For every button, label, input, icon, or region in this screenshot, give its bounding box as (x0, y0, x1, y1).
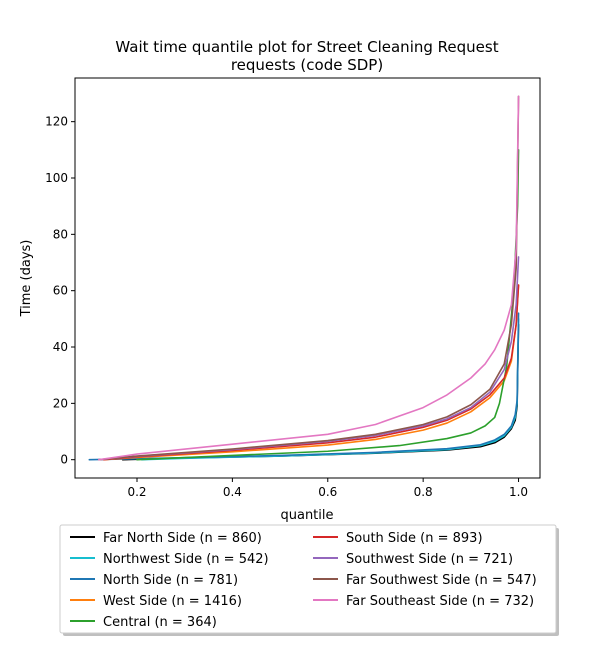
legend-label-6: South Side (n = 893) (346, 531, 483, 546)
chart-title-line-2: requests (code SDP) (231, 56, 383, 74)
y-tick-label: 80 (53, 227, 68, 241)
x-axis-label: quantile (280, 508, 333, 523)
series-line-4 (102, 284, 520, 461)
chart-title: Wait time quantile plot for Street Clean… (115, 38, 498, 74)
plot-area-frame (74, 77, 541, 479)
series-line-6 (102, 284, 520, 461)
legend: Far North Side (n = 860) Northwest Side (… (59, 524, 559, 636)
series-layer (88, 95, 520, 461)
chart-title-line-1: Wait time quantile plot for Street Clean… (115, 38, 498, 56)
legend-items: Far North Side (n = 860) Northwest Side (… (70, 531, 537, 630)
series-line-8 (98, 95, 520, 461)
x-tick-label: 0.8 (414, 485, 433, 499)
y-axis-label: Time (days) (19, 240, 34, 318)
x-tick-label: 0.6 (318, 485, 337, 499)
y-tick-label: 40 (53, 340, 68, 354)
y-tick-label: 20 (53, 396, 68, 410)
legend-label-1: Far North Side (n = 860) (103, 531, 262, 546)
legend-label-8: Far Southwest Side (n = 547) (346, 573, 537, 588)
y-tick-label: 120 (45, 115, 68, 129)
legend-label-7: Southwest Side (n = 721) (346, 552, 513, 567)
y-tick-label: 0 (60, 453, 68, 467)
x-tick-label: 0.4 (223, 485, 242, 499)
legend-box (59, 524, 557, 634)
y-tick-label: 100 (45, 171, 68, 185)
series-line-3 (88, 312, 520, 461)
legend-label-2: Northwest Side (n = 542) (103, 552, 269, 567)
x-tick-label: 0.2 (127, 485, 146, 499)
y-tick-label: 60 (53, 284, 68, 298)
x-axis-ticks: 0.2 0.4 0.6 0.8 1.0 (127, 478, 528, 499)
y-axis-ticks: 0 20 40 60 80 100 120 (45, 115, 75, 467)
series-line-9 (98, 95, 520, 461)
legend-label-9: Far Southeast Side (n = 732) (346, 594, 534, 609)
x-tick-label: 1.0 (509, 485, 528, 499)
legend-label-3: North Side (n = 781) (103, 573, 238, 588)
legend-label-4: West Side (n = 1416) (103, 594, 242, 609)
legend-label-5: Central (n = 364) (103, 615, 217, 630)
